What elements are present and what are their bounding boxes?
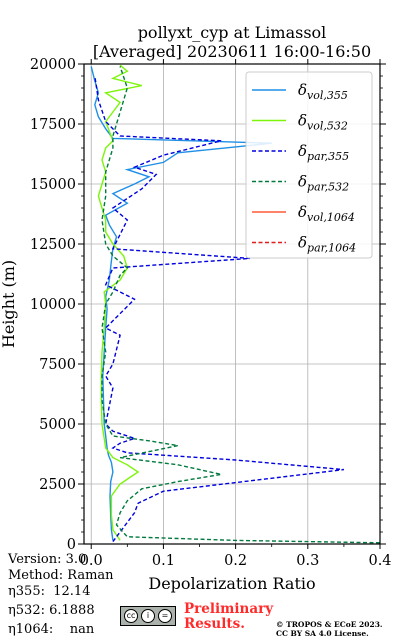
copyright: © TROPOS & ECoE 2023. CC BY SA 4.0 Licen…: [276, 620, 383, 638]
legend-symbol: δ: [298, 112, 307, 130]
preliminary-line-2: Results.: [184, 616, 245, 632]
legend-label-2: δpar,355: [298, 142, 349, 163]
legend-symbol: δ: [298, 81, 307, 99]
legend-symbol: δ: [298, 234, 307, 252]
copyright-line-2: CC BY SA 4.0 License.: [276, 629, 369, 638]
y-tick-label: 15000: [30, 177, 76, 193]
series-layer: [90, 64, 380, 544]
legend-label-0: δvol,355: [298, 81, 348, 102]
y-axis-label: Height (m): [0, 260, 18, 348]
series-line-1: [97, 64, 142, 541]
legend-label-4: δvol,1064: [298, 203, 355, 224]
x-tick-label: 0.1: [152, 553, 175, 569]
legend-symbol: δ: [298, 142, 307, 160]
legend-subscript: par,532: [307, 181, 349, 194]
legend-label-5: δpar,1064: [298, 234, 356, 255]
legend-subscript: vol,532: [307, 120, 348, 133]
x-tick-label: 0.0: [80, 553, 103, 569]
y-tick-label: 12500: [30, 237, 76, 253]
chart-subtitle: [Averaged] 20230611 16:00-16:50: [93, 42, 371, 61]
sa-icon: =: [158, 609, 172, 623]
series-line-2: [94, 75, 344, 543]
method-text: Method: Raman: [8, 568, 114, 583]
legend-subscript: vol,355: [307, 89, 348, 102]
ticks: 0.0 0.1 0.2 0.3 0.4 0 2500 5000 7500 10000 12500 15…: [30, 57, 392, 569]
y-tick-label: 7500: [39, 357, 76, 373]
y-tick-label: 2500: [39, 477, 76, 493]
by-icon: i: [141, 609, 155, 623]
legend-subscript: par,1064: [307, 242, 356, 255]
x-axis-label: Depolarization Ratio: [148, 574, 315, 593]
x-tick-label: 0.3: [296, 553, 319, 569]
legend-subscript: par,355: [307, 150, 349, 163]
y-tick-label: 20000: [30, 57, 76, 73]
legend-subscript: vol,1064: [307, 211, 355, 224]
legend-symbol: δ: [298, 203, 307, 221]
legend-label-1: δvol,532: [298, 112, 348, 133]
eta532-text: η532: 6.1888: [8, 603, 95, 618]
preliminary-results: Preliminary Results.: [184, 602, 273, 632]
copyright-line-1: © TROPOS & ECoE 2023.: [276, 620, 383, 629]
eta355-text: η355: 12.14: [8, 584, 91, 599]
legend-label-3: δpar,532: [298, 173, 349, 194]
x-tick-label: 0.4: [368, 553, 391, 569]
chart-title: pollyxt_cyp at Limassol: [138, 23, 327, 42]
series-line-3: [101, 66, 380, 544]
x-tick-label: 0.2: [224, 553, 247, 569]
cc-icon: cc: [124, 609, 138, 623]
y-tick-label: 5000: [39, 417, 76, 433]
y-tick-label: 0: [67, 537, 76, 553]
y-tick-label: 10000: [30, 297, 76, 313]
series-line-0: [90, 66, 272, 541]
cc-license-badge: cc i =: [120, 606, 176, 626]
legend: δvol,355δvol,532δpar,355δpar,532δvol,106…: [245, 71, 373, 259]
version-text: Version: 3.0: [8, 552, 87, 567]
eta1064-text: η1064: nan: [8, 622, 95, 637]
preliminary-line-1: Preliminary: [184, 601, 274, 617]
legend-symbol: δ: [298, 173, 307, 191]
y-tick-label: 17500: [30, 117, 76, 133]
